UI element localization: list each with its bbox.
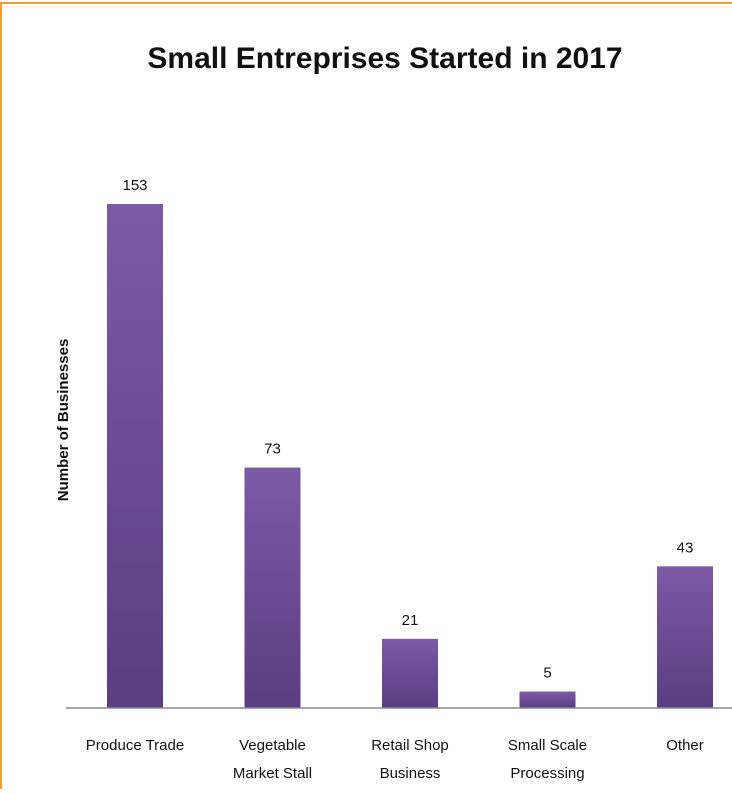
bar-2 xyxy=(382,638,438,708)
bar-value-label-0: 153 xyxy=(122,177,147,194)
y-axis-label: Number of Businesses xyxy=(55,339,72,502)
x-tick-label-2-line-0: Retail Shop xyxy=(371,737,449,754)
x-tick-label-4: Other xyxy=(666,737,704,754)
x-tick-label-2-line-1: Business xyxy=(380,765,441,782)
bar-3 xyxy=(519,691,576,708)
bar-0 xyxy=(107,204,163,708)
category-labels-layer: Produce Trade Vegetable Market Stall Retail… xyxy=(86,737,704,782)
bar-1 xyxy=(244,467,301,708)
bar-4 xyxy=(657,566,713,708)
bars-layer xyxy=(107,204,713,708)
x-tick-label-3-line-0: Small Scale xyxy=(508,737,587,754)
value-labels-layer: 153 73 21 5 43 xyxy=(122,177,693,682)
x-tick-label-1-line-0: Vegetable xyxy=(239,737,306,754)
x-tick-label-1-line-1: Market Stall xyxy=(233,765,312,782)
chart-title: Small Entreprises Started in 2017 xyxy=(147,42,622,75)
bar-value-label-3: 5 xyxy=(543,665,551,682)
bar-value-label-1: 73 xyxy=(264,441,281,458)
x-tick-label-0: Produce Trade xyxy=(86,737,184,754)
bar-value-label-2: 21 xyxy=(402,612,419,629)
x-tick-label-3-line-1: Processing xyxy=(510,765,584,782)
bar-value-label-4: 43 xyxy=(677,539,694,556)
